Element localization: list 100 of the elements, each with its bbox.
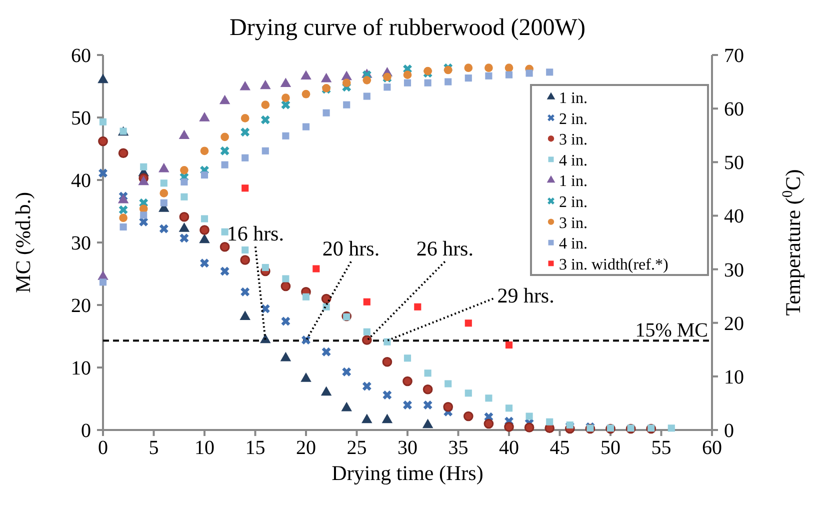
legend-label: 3 in. xyxy=(559,132,588,149)
x-tick-label: 50 xyxy=(600,437,620,459)
point xyxy=(485,394,492,402)
point xyxy=(363,92,370,100)
point xyxy=(322,109,330,116)
point xyxy=(280,281,291,292)
point xyxy=(403,400,412,410)
point xyxy=(138,176,149,186)
point xyxy=(180,193,188,200)
point xyxy=(504,422,514,432)
point xyxy=(526,70,533,77)
ref-line-label: 15% MC xyxy=(635,320,708,342)
point xyxy=(362,414,372,424)
point xyxy=(280,78,292,88)
point xyxy=(668,424,675,432)
point xyxy=(98,168,108,178)
point xyxy=(199,234,210,244)
point xyxy=(484,418,494,429)
point xyxy=(343,101,350,108)
point xyxy=(422,384,433,394)
x-axis-title: Drying time (Hrs) xyxy=(332,461,484,485)
point xyxy=(384,84,391,91)
point xyxy=(260,115,270,124)
point xyxy=(505,71,513,78)
point xyxy=(178,130,190,139)
x-tick-label: 40 xyxy=(499,437,519,459)
point xyxy=(178,222,190,232)
y-axis-title: MC (%d.b.) xyxy=(11,192,35,293)
point xyxy=(300,372,312,382)
point xyxy=(524,422,534,432)
point xyxy=(312,265,320,272)
point xyxy=(180,166,188,174)
x-tick-label: 0 xyxy=(98,437,108,459)
legend-label: 3 in. xyxy=(559,214,588,232)
point xyxy=(546,68,554,76)
point xyxy=(180,234,189,243)
y2-tick-label: 0 xyxy=(724,420,734,442)
point xyxy=(505,341,513,349)
point xyxy=(220,146,230,156)
point xyxy=(341,402,352,412)
y2-tick-label: 10 xyxy=(724,366,744,388)
point xyxy=(422,418,434,428)
point xyxy=(302,293,310,300)
point xyxy=(464,74,472,82)
point xyxy=(140,212,148,219)
y-tick-label: 40 xyxy=(71,170,91,192)
point xyxy=(321,294,332,304)
point xyxy=(300,70,312,80)
point xyxy=(423,400,432,410)
point xyxy=(505,404,513,412)
y-tick-label: 50 xyxy=(71,108,91,130)
point xyxy=(260,80,271,90)
annotation: 29 hrs. xyxy=(497,284,554,308)
point xyxy=(200,215,208,222)
x-tick-label: 60 xyxy=(702,437,722,459)
point xyxy=(99,278,107,286)
x-tick-label: 10 xyxy=(194,437,214,459)
point xyxy=(200,258,209,268)
point xyxy=(403,70,412,79)
legend-label: 1 in. xyxy=(559,173,588,190)
point xyxy=(464,390,472,397)
x-tick-label: 45 xyxy=(550,437,570,459)
point xyxy=(242,246,249,254)
point xyxy=(281,100,290,110)
point xyxy=(526,412,533,420)
point xyxy=(158,162,170,172)
point xyxy=(242,154,249,162)
point xyxy=(219,94,230,104)
point xyxy=(382,356,392,367)
point xyxy=(220,132,229,142)
point xyxy=(179,212,190,222)
point xyxy=(200,225,210,235)
point xyxy=(362,382,372,391)
point xyxy=(363,328,370,336)
y-tick-label: 60 xyxy=(71,45,91,67)
point xyxy=(282,94,290,102)
point xyxy=(200,171,208,179)
point xyxy=(240,128,250,137)
point xyxy=(362,76,372,84)
legend-label: 3 in. width(ref.*) xyxy=(559,256,668,274)
point xyxy=(220,242,230,252)
point xyxy=(99,118,107,126)
point xyxy=(382,390,392,400)
point xyxy=(464,64,473,72)
point xyxy=(424,79,432,86)
point xyxy=(221,228,228,236)
y2-tick-label: 40 xyxy=(724,206,744,228)
y2-tick-label: 30 xyxy=(724,259,744,282)
point xyxy=(443,402,454,412)
point xyxy=(504,64,514,72)
point xyxy=(463,411,474,422)
point xyxy=(484,64,493,72)
point xyxy=(240,80,250,90)
point xyxy=(402,376,412,386)
point xyxy=(281,316,290,326)
point xyxy=(444,78,452,86)
annotation: 20 hrs. xyxy=(322,236,380,261)
point xyxy=(221,161,228,168)
point xyxy=(160,180,168,187)
point xyxy=(240,287,250,296)
